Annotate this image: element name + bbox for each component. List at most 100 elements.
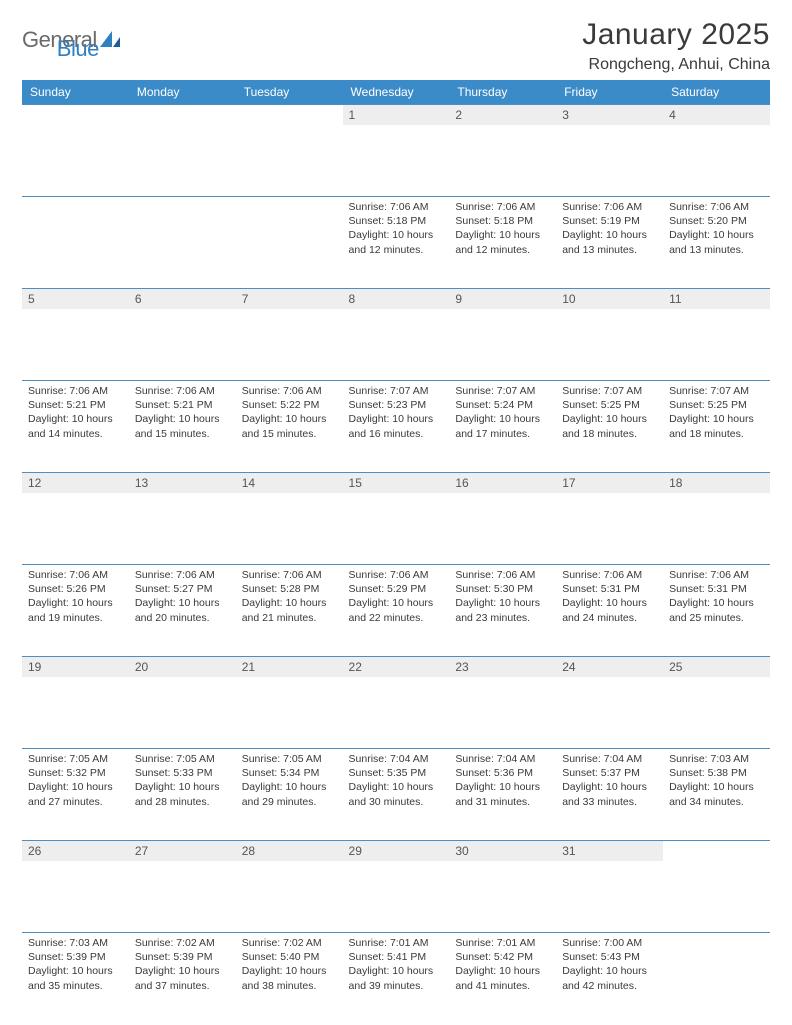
day-details: Sunrise: 7:06 AMSunset: 5:18 PMDaylight:…: [449, 197, 556, 262]
day-number: 3: [556, 105, 663, 125]
day-details: Sunrise: 7:05 AMSunset: 5:34 PMDaylight:…: [236, 749, 343, 814]
sunset-line: Sunset: 5:27 PM: [135, 582, 230, 596]
day-details: Sunrise: 7:06 AMSunset: 5:19 PMDaylight:…: [556, 197, 663, 262]
day-number: 16: [449, 473, 556, 493]
daylight-line: Daylight: 10 hours and 12 minutes.: [455, 228, 550, 256]
day-cell-body: Sunrise: 7:03 AMSunset: 5:38 PMDaylight:…: [663, 749, 770, 841]
day-header: Monday: [129, 80, 236, 105]
day-cell-body: Sunrise: 7:06 AMSunset: 5:30 PMDaylight:…: [449, 565, 556, 657]
day-number: 12: [22, 473, 129, 493]
day-cell-header: 1: [343, 105, 450, 197]
header: General Blue January 2025 Rongcheng, Anh…: [22, 18, 770, 74]
logo-blue: Blue: [57, 36, 99, 61]
day-number: 20: [129, 657, 236, 677]
day-number: 10: [556, 289, 663, 309]
day-cell-header: [663, 841, 770, 933]
day-cell-body: [22, 197, 129, 289]
sunrise-line: Sunrise: 7:06 AM: [562, 568, 657, 582]
day-cell-header: 16: [449, 473, 556, 565]
day-cell-header: 26: [22, 841, 129, 933]
sunrise-line: Sunrise: 7:06 AM: [455, 568, 550, 582]
sunset-line: Sunset: 5:32 PM: [28, 766, 123, 780]
sunset-line: Sunset: 5:33 PM: [135, 766, 230, 780]
day-header-row: SundayMondayTuesdayWednesdayThursdayFrid…: [22, 80, 770, 105]
daylight-line: Daylight: 10 hours and 34 minutes.: [669, 780, 764, 808]
daylight-line: Daylight: 10 hours and 39 minutes.: [349, 964, 444, 992]
day-cell-body: Sunrise: 7:06 AMSunset: 5:18 PMDaylight:…: [343, 197, 450, 289]
day-cell-header: 31: [556, 841, 663, 933]
sunrise-line: Sunrise: 7:00 AM: [562, 936, 657, 950]
day-details: Sunrise: 7:07 AMSunset: 5:25 PMDaylight:…: [663, 381, 770, 446]
day-cell-header: [236, 105, 343, 197]
day-cell-body: Sunrise: 7:03 AMSunset: 5:39 PMDaylight:…: [22, 933, 129, 1025]
day-cell-header: [129, 105, 236, 197]
day-cell-body: Sunrise: 7:01 AMSunset: 5:42 PMDaylight:…: [449, 933, 556, 1025]
day-header: Friday: [556, 80, 663, 105]
day-cell-body: Sunrise: 7:02 AMSunset: 5:39 PMDaylight:…: [129, 933, 236, 1025]
day-details: Sunrise: 7:01 AMSunset: 5:41 PMDaylight:…: [343, 933, 450, 998]
day-cell-header: 15: [343, 473, 450, 565]
sunrise-line: Sunrise: 7:03 AM: [669, 752, 764, 766]
sunset-line: Sunset: 5:21 PM: [135, 398, 230, 412]
day-cell-header: 14: [236, 473, 343, 565]
day-details: Sunrise: 7:00 AMSunset: 5:43 PMDaylight:…: [556, 933, 663, 998]
day-cell-body: Sunrise: 7:05 AMSunset: 5:34 PMDaylight:…: [236, 749, 343, 841]
day-number: 21: [236, 657, 343, 677]
day-cell-header: 25: [663, 657, 770, 749]
day-details: Sunrise: 7:06 AMSunset: 5:20 PMDaylight:…: [663, 197, 770, 262]
day-number: [129, 105, 236, 125]
day-cell-header: 10: [556, 289, 663, 381]
day-cell-body: Sunrise: 7:06 AMSunset: 5:29 PMDaylight:…: [343, 565, 450, 657]
sunrise-line: Sunrise: 7:06 AM: [562, 200, 657, 214]
sunset-line: Sunset: 5:39 PM: [28, 950, 123, 964]
logo-sail-icon: [97, 29, 123, 54]
day-header: Sunday: [22, 80, 129, 105]
day-cell-header: 7: [236, 289, 343, 381]
sunset-line: Sunset: 5:23 PM: [349, 398, 444, 412]
day-number: 5: [22, 289, 129, 309]
day-cell-header: 30: [449, 841, 556, 933]
sunrise-line: Sunrise: 7:02 AM: [242, 936, 337, 950]
day-cell-header: 8: [343, 289, 450, 381]
daylight-line: Daylight: 10 hours and 19 minutes.: [28, 596, 123, 624]
sunset-line: Sunset: 5:37 PM: [562, 766, 657, 780]
day-number: 26: [22, 841, 129, 861]
daylight-line: Daylight: 10 hours and 18 minutes.: [669, 412, 764, 440]
day-number: 22: [343, 657, 450, 677]
daylight-line: Daylight: 10 hours and 22 minutes.: [349, 596, 444, 624]
day-cell-body: Sunrise: 7:04 AMSunset: 5:37 PMDaylight:…: [556, 749, 663, 841]
sunset-line: Sunset: 5:20 PM: [669, 214, 764, 228]
day-number: 6: [129, 289, 236, 309]
day-cell-header: 21: [236, 657, 343, 749]
day-details: Sunrise: 7:05 AMSunset: 5:32 PMDaylight:…: [22, 749, 129, 814]
day-number: 9: [449, 289, 556, 309]
day-cell-header: 4: [663, 105, 770, 197]
day-details: Sunrise: 7:02 AMSunset: 5:40 PMDaylight:…: [236, 933, 343, 998]
week-daynum-row: 12131415161718: [22, 473, 770, 565]
sunrise-line: Sunrise: 7:06 AM: [135, 568, 230, 582]
day-cell-body: Sunrise: 7:06 AMSunset: 5:27 PMDaylight:…: [129, 565, 236, 657]
daylight-line: Daylight: 10 hours and 12 minutes.: [349, 228, 444, 256]
day-details: Sunrise: 7:07 AMSunset: 5:25 PMDaylight:…: [556, 381, 663, 446]
week-body-row: Sunrise: 7:06 AMSunset: 5:18 PMDaylight:…: [22, 197, 770, 289]
daylight-line: Daylight: 10 hours and 35 minutes.: [28, 964, 123, 992]
day-number: 29: [343, 841, 450, 861]
sunset-line: Sunset: 5:18 PM: [455, 214, 550, 228]
day-cell-body: [236, 197, 343, 289]
daylight-line: Daylight: 10 hours and 16 minutes.: [349, 412, 444, 440]
day-cell-body: Sunrise: 7:07 AMSunset: 5:24 PMDaylight:…: [449, 381, 556, 473]
day-number: 4: [663, 105, 770, 125]
sunset-line: Sunset: 5:29 PM: [349, 582, 444, 596]
day-details: Sunrise: 7:06 AMSunset: 5:29 PMDaylight:…: [343, 565, 450, 630]
day-cell-header: 17: [556, 473, 663, 565]
sunset-line: Sunset: 5:21 PM: [28, 398, 123, 412]
sunrise-line: Sunrise: 7:01 AM: [455, 936, 550, 950]
day-cell-header: 12: [22, 473, 129, 565]
daylight-line: Daylight: 10 hours and 18 minutes.: [562, 412, 657, 440]
day-cell-header: 19: [22, 657, 129, 749]
day-cell-body: Sunrise: 7:00 AMSunset: 5:43 PMDaylight:…: [556, 933, 663, 1025]
sunrise-line: Sunrise: 7:07 AM: [455, 384, 550, 398]
day-number: 18: [663, 473, 770, 493]
day-details: Sunrise: 7:07 AMSunset: 5:23 PMDaylight:…: [343, 381, 450, 446]
daylight-line: Daylight: 10 hours and 17 minutes.: [455, 412, 550, 440]
